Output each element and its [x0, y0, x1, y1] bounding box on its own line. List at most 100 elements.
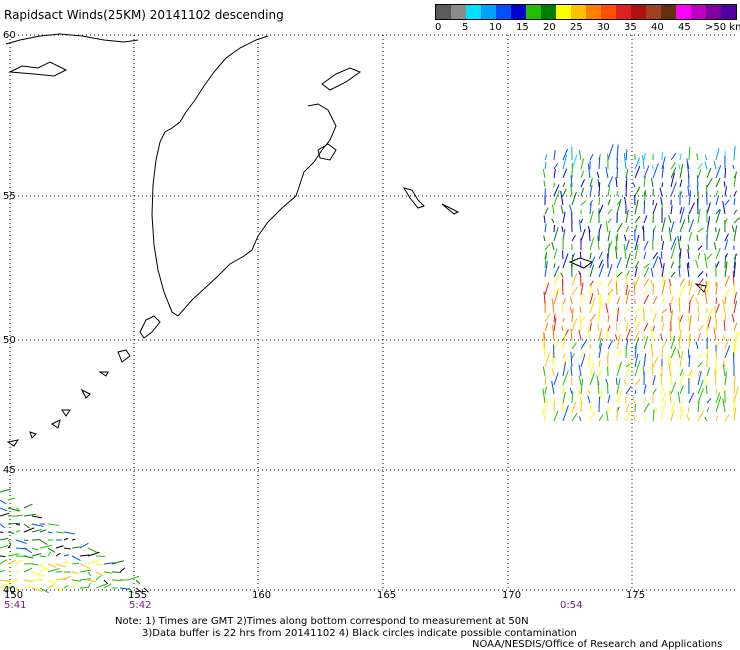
- wind-barb: [589, 200, 593, 206]
- wind-barb: [634, 389, 637, 395]
- wind-barb: [55, 577, 68, 581]
- wind-barb: [704, 161, 708, 170]
- wind-barb: [643, 240, 649, 251]
- wind-barb: [679, 278, 685, 287]
- wind-barb: [642, 155, 645, 170]
- wind-barb: [0, 537, 9, 541]
- wind-barb: [55, 552, 61, 557]
- wind-barb: [650, 178, 654, 188]
- wind-barb: [7, 579, 16, 583]
- wind-barb: [733, 217, 740, 224]
- wind-barb: [697, 361, 703, 368]
- wind-barb: [634, 165, 641, 179]
- wind-barb: [616, 296, 621, 305]
- wind-barb: [679, 163, 684, 179]
- wind-barb: [607, 208, 613, 215]
- lon-label: 165: [377, 590, 396, 601]
- wind-barb: [724, 255, 727, 269]
- wind-barb: [607, 243, 610, 260]
- wind-barb: [661, 182, 664, 188]
- wind-barb: [688, 335, 691, 350]
- scale-swatch: [511, 5, 526, 19]
- island-a: [8, 61, 68, 77]
- wind-barb: [562, 405, 569, 422]
- wind-barb: [624, 234, 627, 242]
- wind-barb: [670, 381, 677, 395]
- wind-barb: [625, 275, 628, 287]
- wind-barb: [643, 176, 646, 188]
- wind-barb: [0, 507, 8, 512]
- wind-barb: [606, 382, 609, 395]
- wind-barb: [678, 164, 681, 170]
- wind-barb: [715, 261, 720, 269]
- lon-label: 170: [502, 590, 521, 601]
- scale-swatch: [661, 5, 676, 19]
- wind-barb: [643, 190, 646, 197]
- wind-barb: [562, 298, 567, 305]
- wind-barb: [732, 352, 735, 368]
- wind-barb: [607, 288, 612, 305]
- wind-barb: [688, 315, 692, 332]
- wind-barb: [715, 148, 720, 161]
- wind-barb: [562, 182, 566, 188]
- wind-barb: [733, 145, 736, 161]
- wind-barb: [679, 207, 683, 215]
- wind-barb: [670, 243, 677, 260]
- wind-barb: [679, 248, 682, 260]
- wind-barb: [704, 155, 708, 161]
- scale-label: 10: [489, 22, 502, 33]
- wind-barb: [688, 146, 691, 161]
- note-line-3: NOAA/NESDIS/Office of Research and Appli…: [472, 639, 723, 650]
- wind-barb: [625, 180, 628, 197]
- wind-barb: [542, 366, 546, 377]
- wind-barb: [551, 380, 555, 395]
- wind-barb: [598, 259, 604, 269]
- wind-barb: [607, 199, 611, 206]
- wind-barb: [587, 395, 591, 404]
- wind-barb: [570, 175, 573, 188]
- wind-barb: [679, 235, 682, 242]
- wind-barb: [47, 567, 60, 573]
- wind-barb: [724, 275, 730, 287]
- wind-barb: [598, 280, 604, 287]
- wind-barb: [679, 219, 686, 233]
- wind-barb: [579, 416, 582, 422]
- scale-swatch: [721, 5, 736, 19]
- wind-barb: [616, 200, 621, 206]
- wind-barb: [47, 551, 52, 557]
- wind-barb: [632, 396, 636, 404]
- wind-barb: [643, 267, 650, 278]
- wind-barb: [71, 579, 81, 582]
- wind-barb: [697, 333, 702, 341]
- wind-barb: [47, 531, 53, 534]
- wind-barb: [553, 184, 560, 197]
- wind-barb: [668, 215, 672, 224]
- wind-barb: [562, 362, 567, 377]
- wind-barb: [0, 499, 7, 505]
- wind-barb: [697, 227, 704, 233]
- wind-barb: [733, 262, 736, 278]
- wind-barb: [71, 555, 81, 561]
- wind-barb: [722, 298, 726, 314]
- wind-barb: [625, 284, 629, 296]
- wind-barb: [625, 385, 632, 395]
- wind-barb: [79, 554, 90, 557]
- wind-barb: [625, 410, 632, 422]
- wind-barb: [651, 362, 654, 377]
- wind-speed-color-scale: 0 5 10 15 20 25 30 35 40 45 >50 knots: [435, 4, 740, 34]
- wind-barb: [616, 307, 620, 323]
- island-l: [29, 431, 37, 439]
- wind-barb: [596, 288, 600, 296]
- wind-barb: [589, 410, 596, 422]
- wind-barb: [643, 200, 646, 215]
- note-line-2: 3)Data buffer is 22 hrs from 20141102 4)…: [142, 628, 577, 639]
- wind-barb: [571, 401, 577, 413]
- wind-barb: [589, 372, 595, 386]
- scale-label: 25: [570, 22, 583, 33]
- wind-barb: [589, 322, 592, 332]
- wind-barb: [706, 308, 713, 323]
- wind-barb: [606, 411, 609, 422]
- wind-barb: [553, 263, 556, 269]
- wind-barb: [47, 547, 56, 553]
- wind-barb: [643, 290, 648, 296]
